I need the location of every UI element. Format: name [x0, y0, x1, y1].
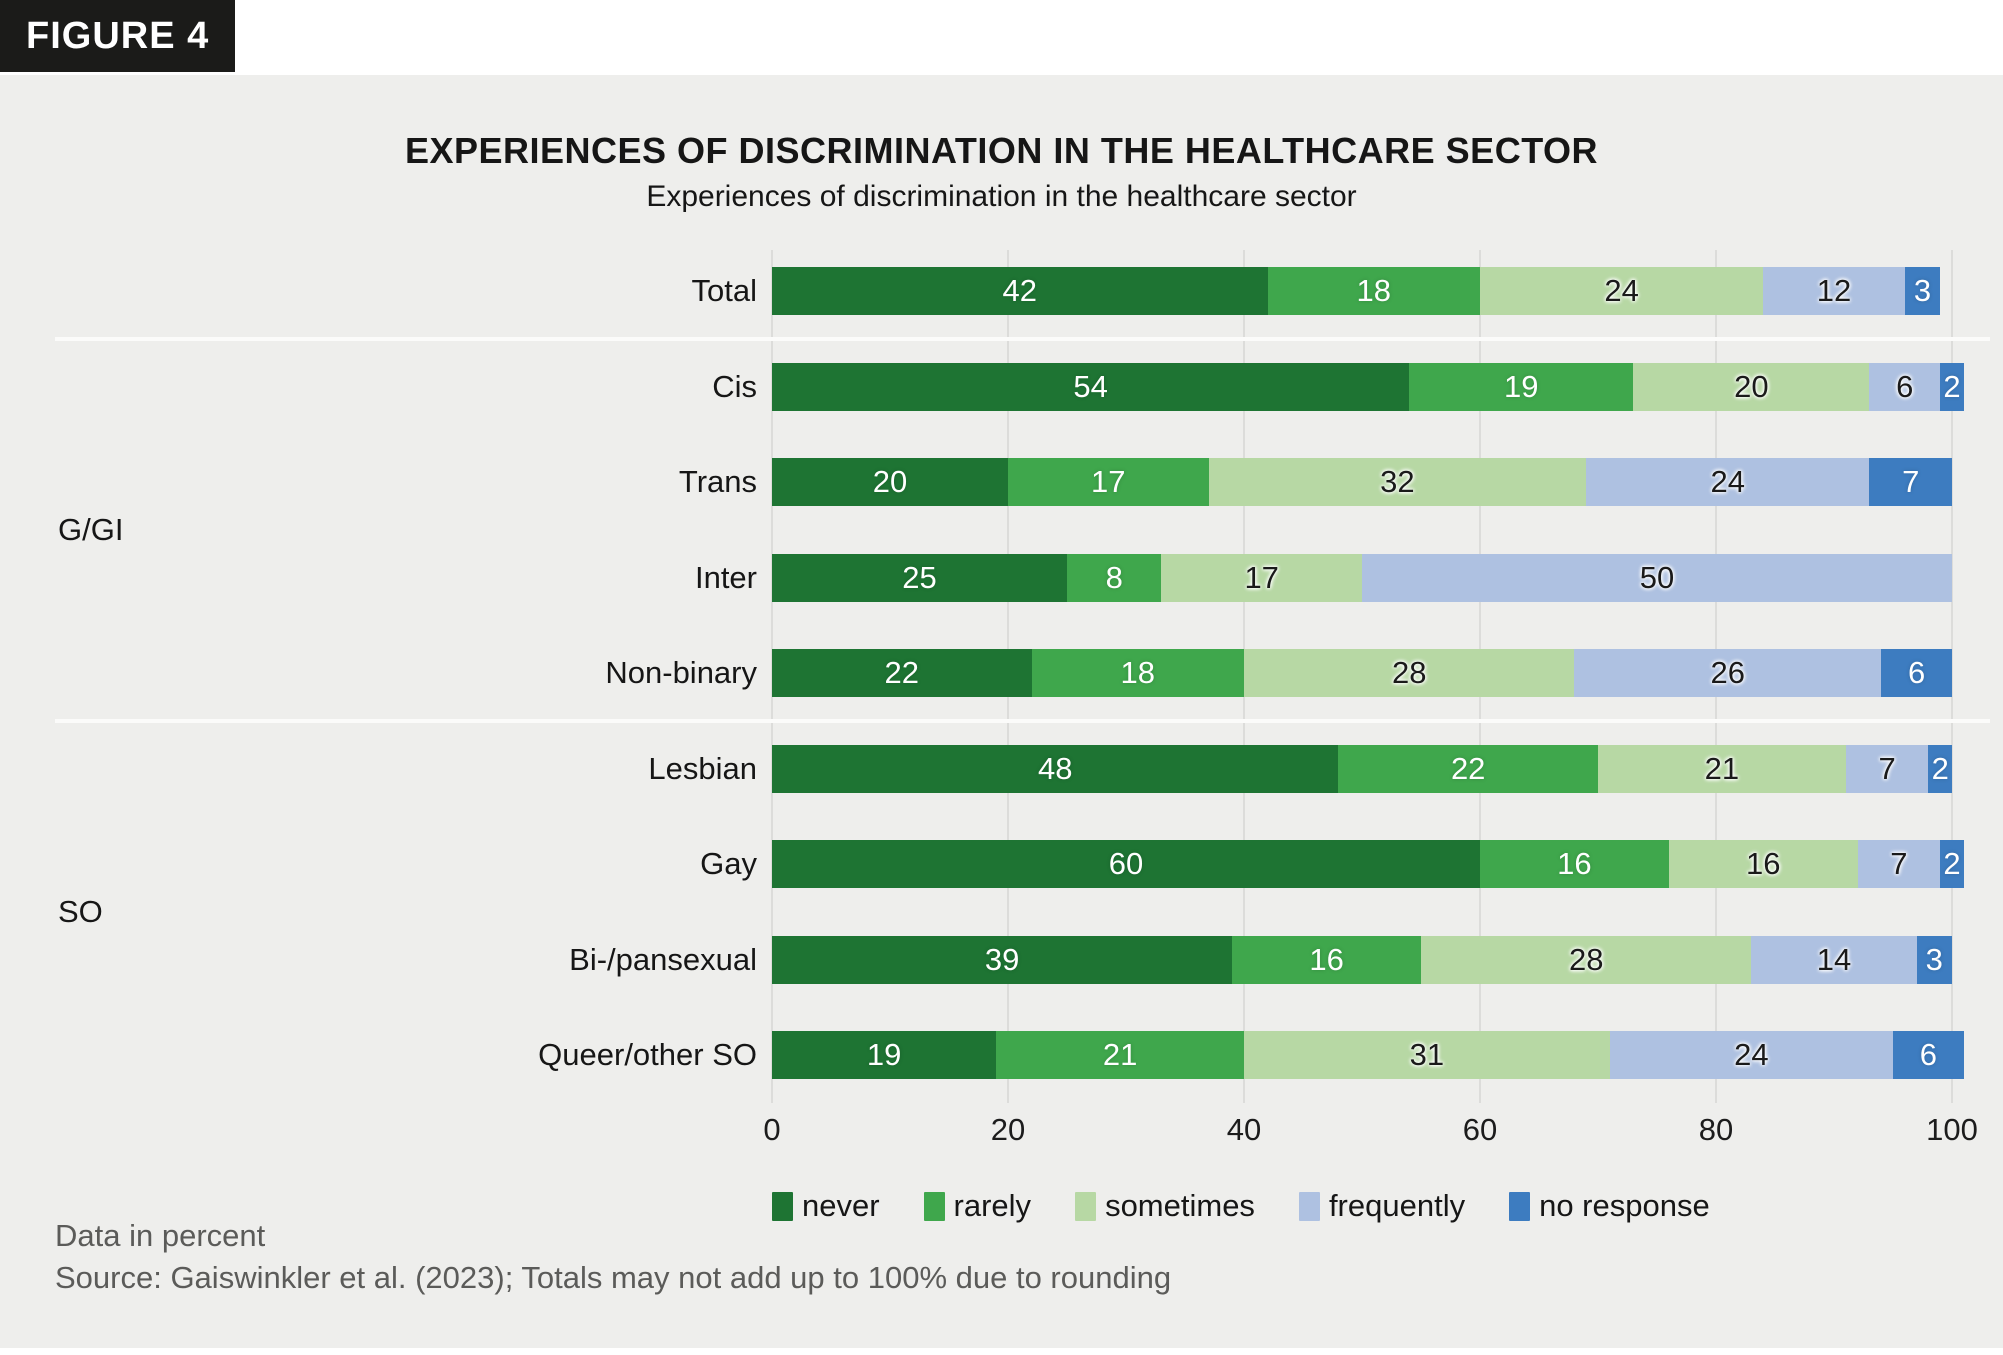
bar-segment-no-response: 2 [1928, 744, 1952, 793]
chart-panel-background [0, 75, 2003, 1348]
bar-segment-sometimes: 28 [1421, 935, 1752, 984]
legend-swatch-rarely [923, 1191, 945, 1221]
row-label-cis: Cis [712, 368, 757, 404]
x-axis-tick-0: 0 [763, 1112, 781, 1147]
figure-number-label: FIGURE 4 [26, 14, 210, 57]
footer-source: Source: Gaiswinkler et al. (2023); Total… [55, 1260, 1172, 1295]
row-label-trans: Trans [678, 464, 757, 499]
bar-segment-rarely: 21 [996, 1031, 1244, 1079]
figure-number-tag: FIGURE 4 [0, 0, 236, 72]
bar-segment-rarely: 16 [1480, 840, 1669, 888]
legend-label-frequently: frequently [1328, 1188, 1466, 1223]
bar-segment-no-response: 6 [1881, 649, 1952, 697]
bar-segment-no-response: 3 [1904, 267, 1941, 315]
bar-segment-rarely: 22 [1338, 744, 1598, 793]
bar-segment-sometimes: 20 [1633, 362, 1870, 411]
bar-segment-rarely: 18 [1267, 267, 1480, 315]
bar-segment-sometimes: 28 [1244, 649, 1575, 697]
legend-item-never: never [772, 1188, 880, 1224]
bar-segment-never: 54 [772, 362, 1410, 411]
legend-label-sometimes: sometimes [1105, 1188, 1255, 1223]
row-label-bi-pansexual: Bi-/pansexual [569, 941, 757, 977]
legend-item-no-response: no response [1509, 1188, 1710, 1224]
row-label-non-binary: Non-binary [605, 655, 757, 690]
legend-swatch-never [772, 1191, 793, 1221]
legend-item-frequently: frequently [1298, 1188, 1466, 1224]
bar-segment-never: 39 [772, 935, 1233, 984]
bar-segment-never: 48 [772, 744, 1339, 793]
bar-segment-sometimes: 16 [1668, 840, 1858, 888]
bar-segment-frequently: 12 [1763, 267, 1905, 315]
gridline-100 [1951, 250, 1953, 1103]
section-separator [55, 336, 1990, 341]
bar-segment-never: 20 [772, 458, 1008, 506]
bar-segment-frequently: 24 [1609, 1031, 1893, 1079]
legend-item-rarely: rarely [923, 1188, 1032, 1224]
chart-subtitle: Experiences of discrimination in the hea… [646, 180, 1357, 213]
bar-segment-sometimes: 17 [1161, 553, 1362, 602]
bar-segment-no-response: 3 [1916, 935, 1952, 984]
bar-segment-no-response: 2 [1940, 840, 1964, 888]
bar-segment-no-response: 2 [1940, 362, 1964, 411]
bar-segment-frequently: 50 [1362, 553, 1952, 602]
bar-segment-rarely: 17 [1008, 458, 1209, 506]
legend-label-never: never [802, 1188, 880, 1223]
x-axis-tick-80: 80 [1698, 1112, 1734, 1147]
bar-segment-never: 25 [772, 553, 1067, 602]
x-axis-tick-40: 40 [1226, 1112, 1262, 1147]
bar-segment-never: 60 [772, 840, 1480, 888]
legend-item-sometimes: sometimes [1075, 1188, 1255, 1224]
legend-swatch-sometimes [1075, 1191, 1097, 1221]
bar-segment-sometimes: 32 [1208, 458, 1587, 506]
legend: never rarely sometimes frequently no respons… [772, 1188, 1710, 1224]
bar-segment-sometimes: 24 [1480, 267, 1764, 315]
row-label-queer-other-so: Queer/other SO [538, 1037, 757, 1072]
bar-segment-frequently: 6 [1869, 362, 1941, 411]
legend-swatch-no-response [1509, 1191, 1531, 1221]
bar-segment-rarely: 19 [1409, 362, 1634, 411]
bar-segment-never: 22 [772, 649, 1032, 697]
bar-segment-sometimes: 31 [1244, 1031, 1610, 1079]
group-label-so: SO [58, 893, 103, 929]
row-label-gay: Gay [700, 846, 757, 881]
bar-segment-frequently: 7 [1845, 744, 1929, 793]
bar-segment-rarely: 8 [1067, 553, 1162, 602]
bar-segment-never: 19 [772, 1031, 997, 1079]
group-label-g-gi: G/GI [58, 511, 124, 547]
bottom-margin [0, 1348, 2003, 1355]
row-label-total: Total [691, 273, 757, 308]
bar-segment-frequently: 14 [1751, 935, 1917, 984]
legend-label-rarely: rarely [953, 1188, 1032, 1223]
bar-segment-frequently: 7 [1857, 840, 1941, 888]
bar-segment-rarely: 18 [1031, 649, 1244, 697]
row-label-inter: Inter [694, 559, 757, 595]
chart-title: EXPERIENCES OF DISCRIMINATION IN THE HEA… [404, 130, 1599, 171]
footer-note: Data in percent [55, 1218, 266, 1253]
bar-segment-no-response: 7 [1869, 458, 1952, 506]
bar-segment-sometimes: 21 [1598, 744, 1846, 793]
x-axis-tick-100: 100 [1926, 1112, 1978, 1147]
legend-swatch-frequently [1298, 1191, 1320, 1221]
row-label-lesbian: Lesbian [648, 750, 757, 786]
bar-segment-frequently: 24 [1586, 458, 1870, 506]
bar-segment-never: 42 [772, 267, 1268, 315]
bar-segment-rarely: 16 [1232, 935, 1421, 984]
x-axis-tick-60: 60 [1462, 1112, 1498, 1147]
bar-segment-no-response: 6 [1893, 1031, 1964, 1079]
x-axis-tick-20: 20 [990, 1112, 1026, 1147]
bar-segment-frequently: 26 [1574, 649, 1882, 697]
section-separator [55, 718, 1990, 723]
legend-label-no-response: no response [1539, 1188, 1710, 1223]
